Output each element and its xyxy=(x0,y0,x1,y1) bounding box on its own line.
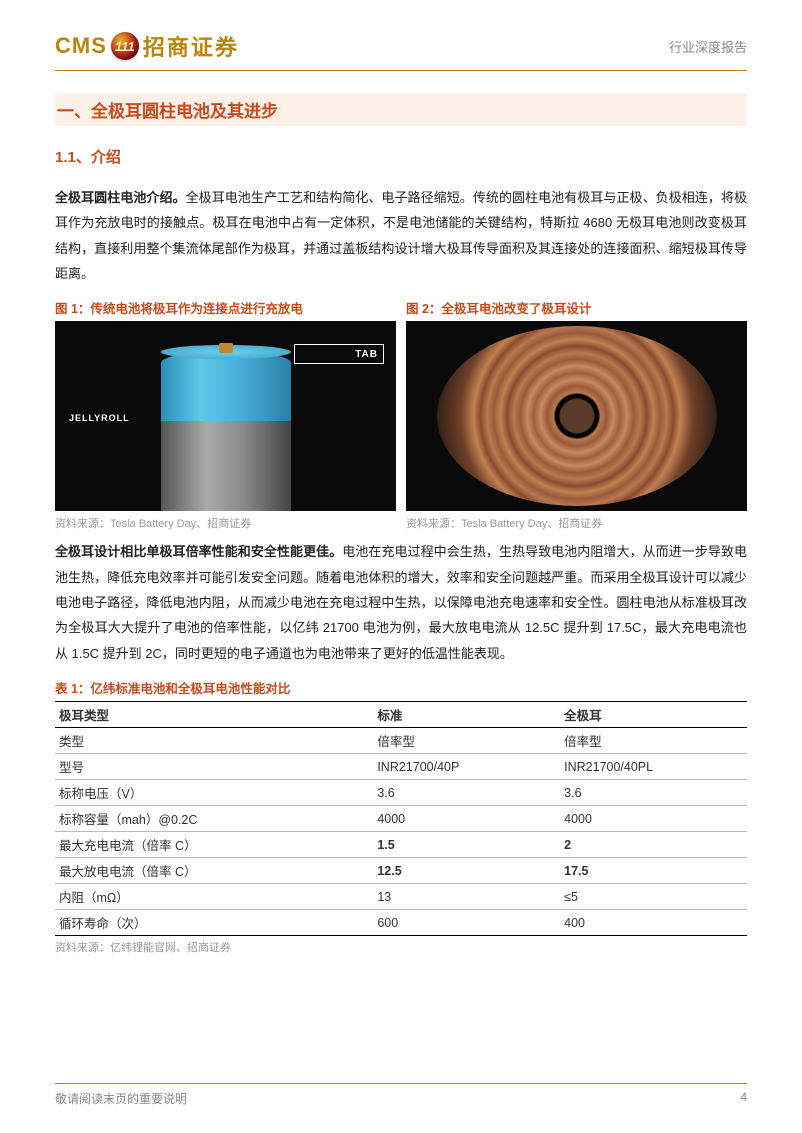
page-header: CMS 111 招商证券 行业深度报告 xyxy=(55,30,747,71)
figure-1-tab-label: TAB xyxy=(355,349,378,360)
table-cell: 1.5 xyxy=(373,832,560,858)
logo-badge-icon: 111 xyxy=(111,32,139,60)
page-number: 4 xyxy=(740,1090,747,1107)
table-cell: INR21700/40P xyxy=(373,754,560,780)
figure-1-image: TAB JELLYROLL xyxy=(55,321,396,511)
para2-lead: 全极耳设计相比单极耳倍率性能和安全性能更佳。 xyxy=(55,544,342,559)
table-row: 循环寿命（次）600400 xyxy=(55,910,747,936)
figure-row: 图 1：传统电池将极耳作为连接点进行充放电 TAB JELLYROLL 资料来源… xyxy=(55,298,747,531)
figure-1-source: 资料来源：Tesla Battery Day、招商证券 xyxy=(55,515,396,531)
section-title: 一、全极耳圆柱电池及其进步 xyxy=(55,93,747,126)
table-cell: INR21700/40PL xyxy=(560,754,747,780)
table-row: 标称容量（mah）@0.2C40004000 xyxy=(55,806,747,832)
figure-1: 图 1：传统电池将极耳作为连接点进行充放电 TAB JELLYROLL 资料来源… xyxy=(55,298,396,531)
para2-body: 电池在充电过程中会生热，生热导致电池内阻增大，从而进一步导致电池生热，降低充电效… xyxy=(55,544,747,660)
comparison-table: 极耳类型 标准 全极耳 类型倍率型倍率型型号INR21700/40PINR217… xyxy=(55,701,747,936)
table-row: 型号INR21700/40PINR21700/40PL xyxy=(55,754,747,780)
figure-1-jelly-label: JELLYROLL xyxy=(69,413,130,423)
table-row: 最大放电电流（倍率 C）12.517.5 xyxy=(55,858,747,884)
table-cell: 标称电压（V） xyxy=(55,780,373,806)
para1-lead: 全极耳圆柱电池介绍。 xyxy=(55,190,186,205)
intro-paragraph-2: 全极耳设计相比单极耳倍率性能和安全性能更佳。电池在充电过程中会生热，生热导致电池… xyxy=(55,539,747,666)
table-1-caption: 表 1：亿纬标准电池和全极耳电池性能对比 xyxy=(55,678,747,697)
figure-2-image xyxy=(406,321,747,511)
table-cell: 3.6 xyxy=(373,780,560,806)
subsection-title: 1.1、介绍 xyxy=(55,146,747,167)
figure-1-caption: 图 1：传统电池将极耳作为连接点进行充放电 xyxy=(55,298,396,317)
table-cell: 类型 xyxy=(55,728,373,754)
table-cell: ≤5 xyxy=(560,884,747,910)
table-cell: 13 xyxy=(373,884,560,910)
figure-2-source: 资料来源：Tesla Battery Day、招商证券 xyxy=(406,515,747,531)
table-cell: 最大放电电流（倍率 C） xyxy=(55,858,373,884)
table-col-1: 标准 xyxy=(373,702,560,728)
table-header-row: 极耳类型 标准 全极耳 xyxy=(55,702,747,728)
footer-disclaimer: 敬请阅读末页的重要说明 xyxy=(55,1090,187,1107)
logo-cn-text: 招商证券 xyxy=(143,30,239,62)
table-cell: 型号 xyxy=(55,754,373,780)
table-cell: 4000 xyxy=(373,806,560,832)
table-col-0: 极耳类型 xyxy=(55,702,373,728)
table-1-source: 资料来源：亿纬锂能官网、招商证券 xyxy=(55,939,747,955)
table-cell: 倍率型 xyxy=(373,728,560,754)
table-cell: 600 xyxy=(373,910,560,936)
brand-logo: CMS 111 招商证券 xyxy=(55,30,239,62)
table-cell: 3.6 xyxy=(560,780,747,806)
table-row: 最大充电电流（倍率 C）1.52 xyxy=(55,832,747,858)
table-row: 标称电压（V）3.63.6 xyxy=(55,780,747,806)
table-cell: 倍率型 xyxy=(560,728,747,754)
table-row: 内阻（mΩ）13≤5 xyxy=(55,884,747,910)
figure-2: 图 2：全极耳电池改变了极耳设计 资料来源：Tesla Battery Day、… xyxy=(406,298,747,531)
intro-paragraph-1: 全极耳圆柱电池介绍。全极耳电池生产工艺和结构简化、电子路径缩短。传统的圆柱电池有… xyxy=(55,185,747,286)
table-cell: 400 xyxy=(560,910,747,936)
figure-2-caption: 图 2：全极耳电池改变了极耳设计 xyxy=(406,298,747,317)
table-cell: 内阻（mΩ） xyxy=(55,884,373,910)
page-footer: 敬请阅读末页的重要说明 4 xyxy=(55,1083,747,1107)
table-cell: 循环寿命（次） xyxy=(55,910,373,936)
table-cell: 2 xyxy=(560,832,747,858)
table-cell: 最大充电电流（倍率 C） xyxy=(55,832,373,858)
table-cell: 4000 xyxy=(560,806,747,832)
table-cell: 标称容量（mah）@0.2C xyxy=(55,806,373,832)
table-row: 类型倍率型倍率型 xyxy=(55,728,747,754)
table-col-2: 全极耳 xyxy=(560,702,747,728)
logo-en-text: CMS xyxy=(55,33,107,59)
table-cell: 12.5 xyxy=(373,858,560,884)
table-cell: 17.5 xyxy=(560,858,747,884)
report-type-label: 行业深度报告 xyxy=(669,37,747,56)
